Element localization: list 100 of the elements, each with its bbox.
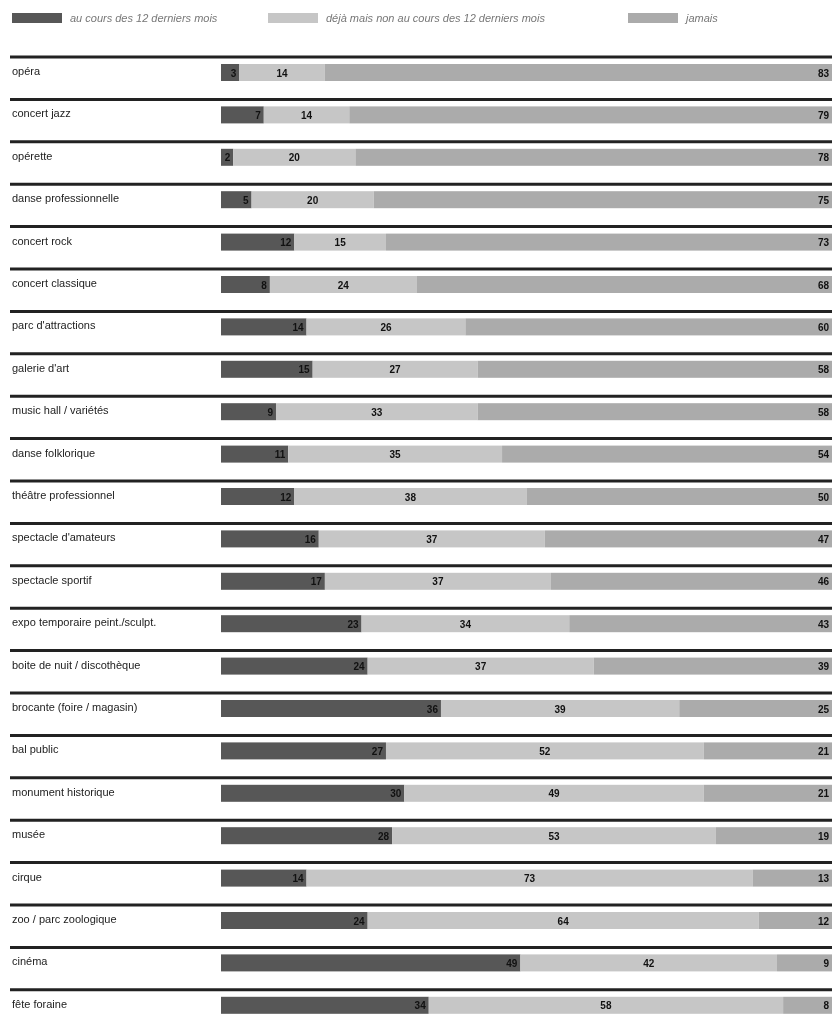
- data-label: 35: [389, 449, 402, 461]
- bar: [239, 64, 325, 81]
- y-tick-label: spectacle sportif: [12, 573, 93, 586]
- data-label: 14: [276, 67, 289, 79]
- y-tick-label: expo temporaire peint./sculpt.: [12, 616, 157, 629]
- data-label: 68: [817, 279, 830, 291]
- data-label: 60: [817, 321, 830, 333]
- bar: [758, 912, 832, 929]
- data-label: 26: [380, 321, 392, 333]
- data-label: 17: [310, 576, 323, 588]
- bar: [221, 869, 307, 887]
- data-label: 46: [817, 576, 830, 588]
- bar: [777, 954, 832, 972]
- data-label: 14: [292, 321, 304, 333]
- data-label: 24: [337, 279, 350, 291]
- bar: [251, 191, 374, 209]
- data-label: 50: [817, 491, 830, 503]
- data-label: 43: [817, 618, 830, 630]
- bar: [318, 530, 545, 548]
- bar: [263, 106, 350, 124]
- bar: [355, 148, 832, 166]
- data-label: 24: [353, 915, 366, 927]
- data-label: 38: [404, 491, 417, 503]
- data-label: 13: [817, 873, 830, 885]
- bar: [221, 615, 362, 633]
- y-tick-label: opéra: [12, 65, 42, 77]
- data-label: 34: [459, 618, 472, 630]
- data-label: 47: [817, 533, 830, 545]
- y-tick-label: fête foraine: [12, 997, 68, 1010]
- bar: [324, 572, 551, 590]
- y-tick-label: parc d'attractions: [12, 319, 96, 332]
- bar: [373, 191, 832, 209]
- bar: [221, 700, 441, 717]
- bar: [312, 360, 478, 378]
- bar: [465, 318, 832, 336]
- bar: [221, 318, 307, 336]
- data-label: 7: [255, 109, 262, 121]
- data-label: 20: [288, 152, 301, 164]
- bar: [544, 530, 832, 548]
- data-label: 20: [307, 194, 319, 206]
- bar: [294, 488, 527, 505]
- bar: [269, 276, 417, 293]
- legend-label: déjà mais non au cours des 12 derniers mois: [326, 12, 546, 24]
- bar: [367, 912, 759, 929]
- data-label: 79: [817, 109, 830, 121]
- bar: [306, 318, 466, 336]
- y-tick-label: danse professionnelle: [12, 192, 120, 205]
- bar: [221, 233, 295, 251]
- data-label: 3: [230, 67, 237, 79]
- y-tick-label: spectacle d'amateurs: [12, 531, 117, 544]
- data-label: 53: [548, 830, 560, 842]
- data-label: 54: [817, 449, 830, 461]
- bar: [783, 996, 832, 1014]
- bar: [221, 276, 270, 293]
- bar: [221, 488, 295, 505]
- bar: [221, 827, 393, 845]
- data-label: 37: [426, 533, 438, 545]
- bar: [349, 106, 832, 124]
- bar: [715, 827, 832, 845]
- bar: [477, 403, 832, 421]
- data-label: 58: [600, 1000, 612, 1012]
- data-label: 12: [280, 237, 292, 249]
- legend-label: au cours des 12 derniers mois: [70, 12, 218, 24]
- data-label: 15: [298, 364, 311, 376]
- data-label: 52: [539, 745, 551, 757]
- y-tick-label: galerie d'art: [12, 361, 70, 374]
- bar: [520, 954, 778, 972]
- y-tick-label: music hall / variétés: [12, 404, 110, 417]
- data-label: 25: [817, 703, 830, 715]
- y-tick-label: cirque: [12, 870, 42, 883]
- bar: [221, 572, 325, 590]
- data-label: 21: [817, 788, 830, 800]
- data-label: 73: [523, 873, 536, 885]
- data-label: 23: [347, 618, 359, 630]
- data-label: 58: [817, 406, 830, 418]
- bar: [221, 784, 405, 802]
- bar: [703, 784, 832, 802]
- bar: [679, 700, 832, 717]
- data-label: 16: [304, 533, 317, 545]
- data-label: 73: [817, 237, 830, 249]
- bar: [550, 572, 832, 590]
- data-label: 27: [371, 745, 384, 757]
- data-label: 14: [300, 109, 313, 121]
- bar: [221, 912, 368, 929]
- data-label: 42: [643, 957, 655, 969]
- data-label: 21: [817, 745, 830, 757]
- data-label: 49: [548, 788, 560, 800]
- legend-label: jamais: [684, 12, 719, 24]
- data-label: 39: [554, 703, 567, 715]
- bar: [294, 233, 386, 251]
- bar: [221, 742, 386, 760]
- bar: [221, 191, 252, 209]
- data-label: 49: [506, 957, 518, 969]
- bar: [221, 360, 313, 378]
- bar: [569, 615, 832, 633]
- data-label: 12: [817, 915, 830, 927]
- y-tick-label: monument historique: [12, 785, 115, 798]
- bar: [221, 954, 521, 972]
- data-label: 14: [292, 873, 304, 885]
- data-label: 11: [274, 449, 286, 461]
